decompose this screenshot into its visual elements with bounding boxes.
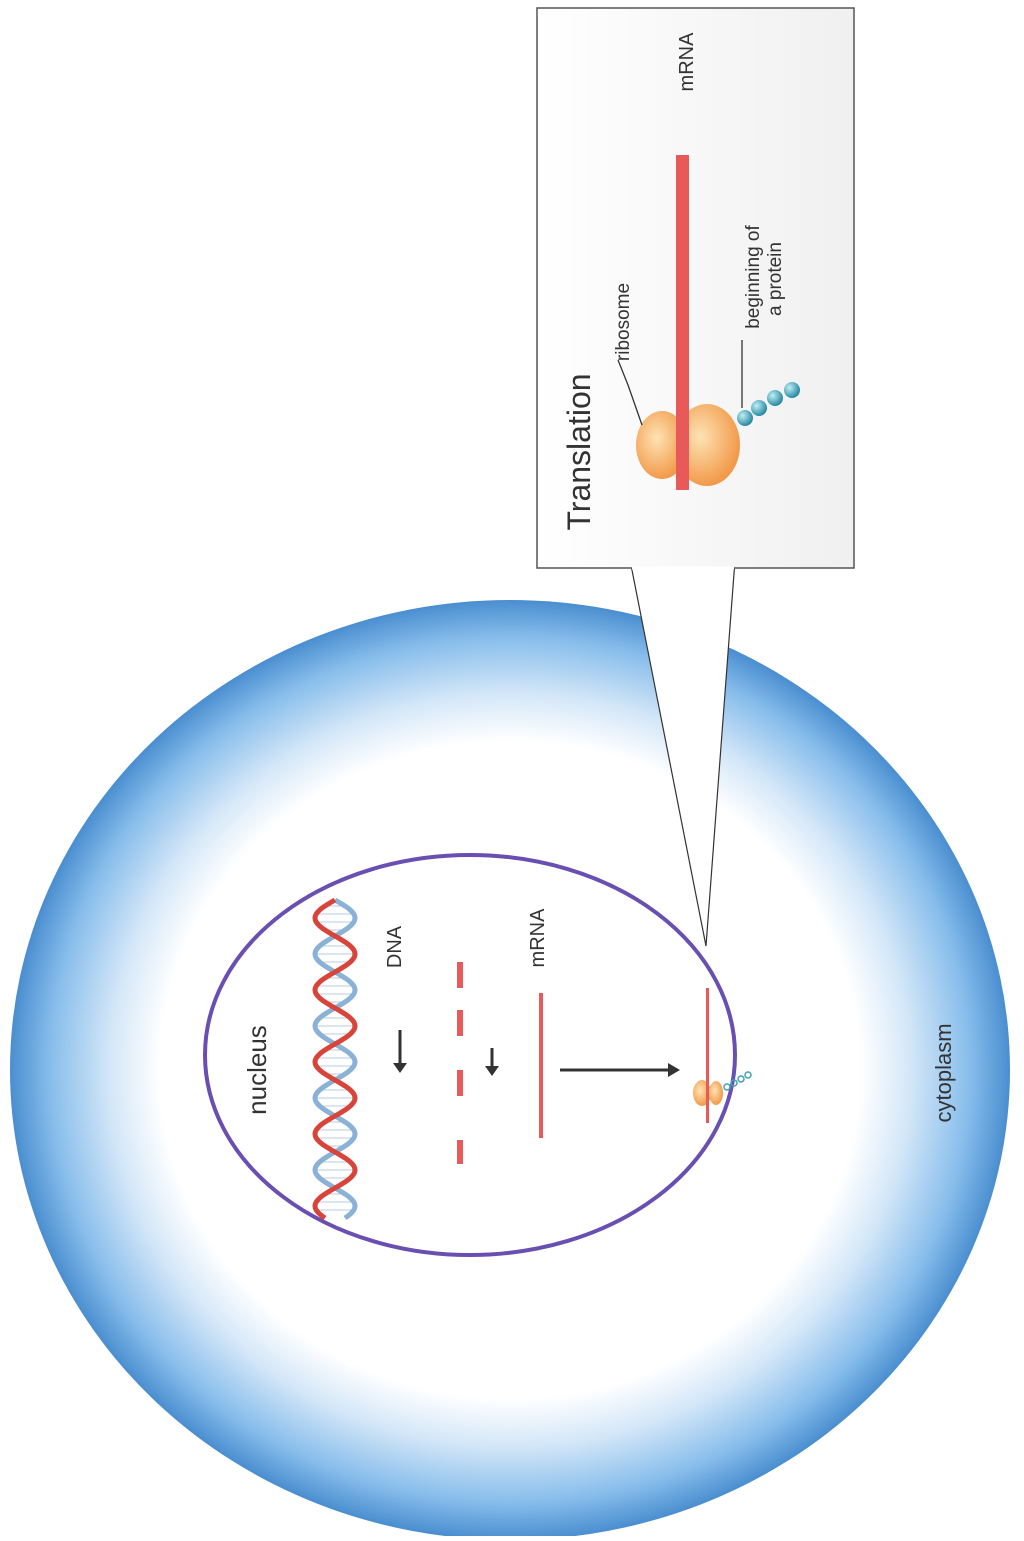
transcription-arrow (393, 1030, 407, 1073)
cytoplasm-label: cytoplasm (931, 1023, 956, 1122)
translation-title: Translation (561, 373, 597, 530)
mrna-inset-label: mRNA (676, 32, 698, 92)
dna-strand-red (312, 897, 358, 1221)
dna-helix (312, 897, 358, 1221)
dna-label: DNA (384, 925, 406, 968)
mrna-nucleus (539, 993, 543, 1138)
nucleus-envelope (203, 853, 737, 1257)
export-arrow (560, 1063, 680, 1077)
small-ribosome (693, 988, 752, 1123)
mrna-nucleus-label: mRNA (527, 908, 549, 968)
ribosome-leader (617, 359, 643, 426)
protein-chain (737, 382, 800, 426)
ribosome-label: ribosome (613, 283, 634, 361)
nucleus-label: nucleus (242, 1025, 272, 1115)
protein-label-line1: beginning of (743, 225, 764, 329)
dna-strand-blue (312, 897, 358, 1221)
ribosome-large (636, 400, 740, 490)
pre-mrna-segments (457, 962, 463, 1164)
protein-label-line2: a protein (765, 242, 786, 316)
splicing-arrow (485, 1048, 499, 1076)
cell-membrane (10, 600, 1010, 1540)
